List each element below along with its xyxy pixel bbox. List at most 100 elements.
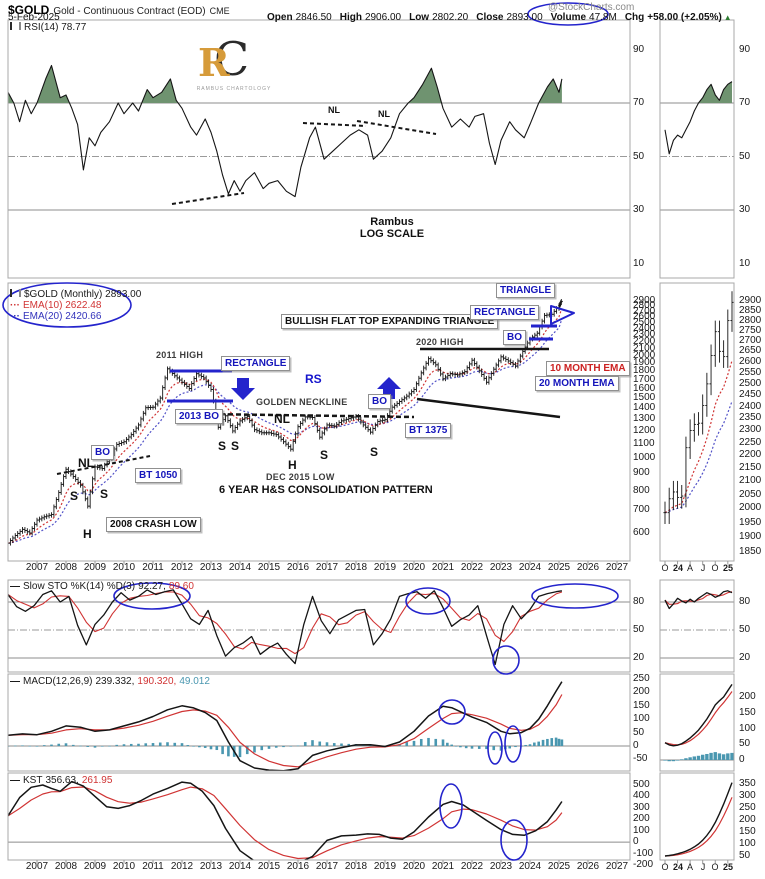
year-label: 2014 (228, 562, 252, 573)
axis-label: 350 (739, 778, 756, 789)
axis-label: 2900 (633, 295, 656, 306)
volume-label: Volume (550, 12, 587, 23)
annotation: 2011 HIGH (156, 350, 204, 360)
axis-label: 10 (739, 258, 751, 269)
axis-label: 150 (633, 700, 650, 711)
ema10-line-icon: ··· (10, 300, 20, 311)
chart-type-icon (10, 289, 21, 297)
axis-label: 200 (739, 691, 756, 702)
axis-label: 1300 (633, 413, 656, 424)
axis-label: 100 (739, 838, 756, 849)
annotation: H (288, 458, 297, 472)
axis-label: 2000 (633, 350, 656, 361)
annotation: GOLDEN NECKLINE (256, 397, 348, 407)
axis-label: 1700 (633, 374, 656, 385)
axis-label: 2350 (739, 412, 762, 423)
month-label: 25 (722, 862, 733, 872)
axis-label: 600 (633, 527, 650, 538)
axis-label: 2800 (739, 315, 762, 326)
low-value: 2802.20 (432, 12, 469, 23)
open-label: Open (267, 12, 293, 23)
ema20-label-text: EMA(20) 2420.66 (23, 311, 102, 322)
year-label: 2009 (83, 562, 107, 573)
kst-value: 356.63, (45, 775, 79, 786)
axis-label: 1000 (633, 452, 656, 463)
annotation: NL (378, 109, 390, 119)
high-label: High (339, 12, 362, 23)
axis-label: 500 (633, 779, 650, 790)
axis-label: 1900 (633, 357, 656, 368)
year-label: 2014 (228, 861, 252, 872)
price-panel-label: $GOLD (Monthly) 2893.00 (10, 289, 144, 300)
axis-label: 2500 (633, 317, 656, 328)
axis-label: 200 (633, 686, 650, 697)
axis-label: 1100 (633, 438, 655, 449)
axis-label: 70 (633, 97, 645, 108)
axis-label: 300 (633, 802, 650, 813)
year-label: 2007 (25, 562, 49, 573)
year-label: 2017 (315, 861, 339, 872)
rsi-label-text: RSI(14) 78.77 (24, 22, 87, 33)
axis-label: 2200 (739, 449, 762, 460)
annotation: 20 MONTH EMA (535, 376, 619, 391)
ohlc-row: Open 2846.50 High 2906.00 Low 2802.20 Close 289… (267, 12, 732, 23)
axis-label: 2100 (739, 475, 762, 486)
annotation: S (370, 445, 379, 459)
logo-letter-r: R (198, 40, 230, 85)
kst-line-icon: — (10, 775, 20, 786)
axis-label: 250 (633, 673, 650, 684)
annotation: NL (78, 456, 94, 470)
stockcharts-watermark: @StockCharts.com (548, 2, 635, 13)
axis-label: 2300 (633, 329, 656, 340)
axis-label: 30 (633, 204, 645, 215)
macd-value: 239.332, (95, 676, 135, 687)
symbol: $GOLD (8, 3, 50, 17)
axis-label: 50 (633, 727, 645, 738)
year-label: 2023 (489, 562, 513, 573)
price-label-text: $GOLD (Monthly) 2893.00 (24, 289, 142, 300)
year-label: 2024 (518, 861, 542, 872)
exchange: CME (209, 6, 230, 16)
macd-line-icon: — (10, 676, 20, 687)
axis-label: 1950 (739, 517, 762, 528)
axis-label: 2400 (739, 401, 762, 412)
annotation: BO (368, 394, 391, 409)
header: $GOLD Gold - Continuous Contract (EOD) CME (8, 1, 230, 19)
year-label: 2016 (286, 562, 310, 573)
axis-label: 1900 (739, 531, 762, 542)
axis-label: 1400 (633, 402, 656, 413)
axis-label: 800 (633, 485, 650, 496)
year-label: 2022 (460, 861, 484, 872)
axis-label: 2550 (739, 367, 762, 378)
year-label: 2012 (170, 861, 194, 872)
annotation: DEC 2015 LOW (266, 472, 335, 482)
axis-label: 80 (633, 596, 645, 607)
up-arrow-icon: ▲ (723, 13, 732, 22)
annotation: S (218, 439, 227, 453)
annotation: 2008 CRASH LOW (106, 517, 201, 532)
axis-label: 2100 (633, 343, 656, 354)
axis-label: 2700 (633, 306, 656, 317)
year-label: 2016 (286, 861, 310, 872)
year-label: 2017 (315, 562, 339, 573)
axis-label: 80 (739, 596, 751, 607)
year-label: 2019 (373, 562, 397, 573)
axis-label: 150 (739, 707, 756, 718)
annotation: RECTANGLE (221, 356, 291, 371)
axis-label: 200 (633, 813, 650, 824)
year-label: 2013 (199, 861, 223, 872)
axis-label: 1200 (633, 425, 656, 436)
annotation: RECTANGLE (470, 305, 540, 320)
annotation: S (231, 439, 240, 453)
ema10-label: ··· EMA(10) 2622.48 (10, 300, 104, 311)
month-label: A (686, 563, 693, 573)
annotation: BT 1050 (135, 468, 182, 483)
month-label: O (661, 563, 669, 573)
annotation: 2020 HIGH (416, 337, 464, 347)
quote-date: 5-Feb-2025 (8, 12, 60, 23)
axis-label: 2200 (633, 336, 656, 347)
month-label: O (711, 563, 719, 573)
ema10-label-text: EMA(10) 2622.48 (23, 300, 102, 311)
annotation: 2013 BO (175, 409, 224, 424)
low-label: Low (409, 12, 430, 23)
